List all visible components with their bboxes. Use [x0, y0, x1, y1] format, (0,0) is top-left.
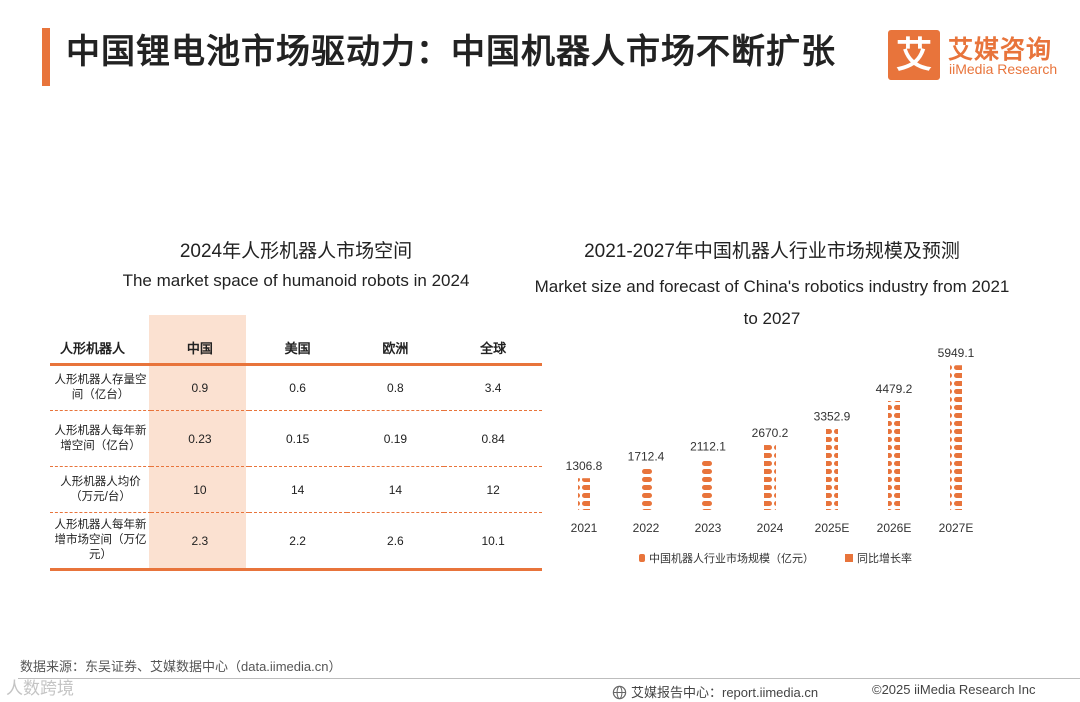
iimedia-logo: 艾 艾媒咨询 iiMedia Research — [888, 30, 1068, 84]
logo-text-en: iiMedia Research — [949, 61, 1058, 77]
value-label-2023: 2112.1 — [690, 440, 726, 454]
footer-report-text: 艾媒报告中心：report.iimedia.cn — [631, 685, 819, 700]
bar-2027E — [950, 365, 962, 510]
table-row: 人形机器人均价（万元/台） 10 14 14 12 — [50, 466, 542, 513]
x-tick-label-2021: 2021 — [571, 521, 598, 535]
cell-global: 12 — [444, 466, 542, 513]
watermark-text: 人数跨境 — [6, 679, 74, 698]
value-label-2027E: 5949.1 — [938, 346, 975, 360]
row-label: 人形机器人均价（万元/台） — [50, 466, 151, 513]
x-tick-label-2026E: 2026E — [877, 521, 912, 535]
bar-2026E — [888, 401, 900, 510]
header-usa: 美国 — [248, 331, 347, 366]
header-europe: 欧洲 — [346, 331, 445, 366]
title-accent-bar — [42, 28, 50, 86]
value-label-2024: 2670.2 — [752, 426, 789, 440]
x-tick-label-2023: 2023 — [695, 521, 722, 535]
cell-europe: 0.19 — [346, 410, 445, 467]
row-label: 人形机器人存量空间（亿台） — [50, 364, 151, 411]
value-label-2026E: 4479.2 — [876, 382, 913, 396]
cell-china: 10 — [151, 466, 249, 513]
value-label-2025E: 3352.9 — [814, 409, 851, 423]
logo-text-cn: 艾媒咨询 — [948, 36, 1053, 64]
chart-title-en: Market size and forecast of China's robo… — [534, 277, 1010, 328]
footer-copyright: ©2025 iiMedia Research Inc — [872, 682, 1036, 697]
cell-europe: 0.8 — [346, 364, 445, 411]
table-row: 人形机器人每年新增空间（亿台） 0.23 0.15 0.19 0.84 — [50, 410, 542, 467]
bar-2025E — [826, 428, 838, 510]
cell-usa: 0.15 — [248, 410, 347, 467]
table-title-en: The market space of humanoid robots in 2… — [122, 271, 470, 290]
legend-label-growth-rate: 同比增长率 — [857, 551, 912, 565]
row-label: 人形机器人每年新增空间（亿台） — [50, 410, 151, 467]
legend-swatch-market-size — [639, 554, 645, 562]
header-china: 中国 — [151, 331, 249, 366]
cell-global: 10.1 — [444, 512, 542, 571]
data-source: 数据来源：东吴证券、艾媒数据中心（data.iimedia.cn） — [20, 659, 342, 674]
cell-usa: 2.2 — [248, 512, 347, 571]
cell-china: 0.23 — [151, 410, 249, 467]
cell-global: 3.4 — [444, 364, 542, 411]
value-label-2021: 1306.8 — [566, 459, 603, 473]
robotics-market-bar-chart: 1306.8 1712.4 2112.1 2670.2 3352.9 4479.2 5949… — [566, 346, 975, 565]
value-label-2022: 1712.4 — [628, 449, 665, 463]
chart-title-cn: 2021-2027年中国机器人行业市场规模及预测 — [584, 241, 960, 262]
cell-europe: 14 — [346, 466, 445, 513]
bar-2024 — [764, 445, 776, 510]
humanoid-market-table: 人形机器人 中国 美国 欧洲 全球 人形机器人存量空间（亿台） 0.9 0.6 … — [50, 331, 542, 571]
table-row: 人形机器人每年新增市场空间（万亿元） 2.3 2.2 2.6 10.1 — [50, 512, 542, 571]
x-tick-label-2024: 2024 — [757, 521, 784, 535]
bar-2022 — [640, 468, 652, 510]
cell-china: 2.3 — [151, 512, 249, 571]
header-global: 全球 — [444, 331, 542, 366]
globe-icon — [612, 685, 627, 700]
chart-legend: 中国机器人行业市场规模（亿元） 同比增长率 — [639, 551, 912, 565]
cell-usa: 14 — [248, 466, 347, 513]
legend-swatch-growth-rate — [845, 554, 853, 562]
bar-2023 — [702, 458, 714, 510]
row-label: 人形机器人每年新增市场空间（万亿元） — [50, 512, 151, 571]
bar-2021 — [578, 478, 590, 510]
x-tick-label-2022: 2022 — [633, 521, 660, 535]
cell-usa: 0.6 — [248, 364, 347, 411]
footer-report-link[interactable]: 艾媒报告中心：report.iimedia.cn — [612, 682, 818, 701]
header-category: 人形机器人 — [50, 331, 151, 366]
table-title-cn: 2024年人形机器人市场空间 — [179, 241, 413, 262]
cell-china: 0.9 — [151, 364, 249, 411]
logo-mark-icon: 艾 — [888, 30, 940, 80]
legend-label-market-size: 中国机器人行业市场规模（亿元） — [649, 551, 814, 565]
table-row: 人形机器人存量空间（亿台） 0.9 0.6 0.8 3.4 — [50, 364, 542, 411]
x-tick-label-2025E: 2025E — [815, 521, 850, 535]
x-tick-label-2027E: 2027E — [939, 521, 974, 535]
footer-divider — [18, 678, 1080, 679]
table-header-row: 人形机器人 中国 美国 欧洲 全球 — [50, 331, 542, 366]
cell-global: 0.84 — [444, 410, 542, 467]
page-title: 中国锂电池市场驱动力：中国机器人市场不断扩张 — [66, 33, 836, 71]
cell-europe: 2.6 — [346, 512, 445, 571]
